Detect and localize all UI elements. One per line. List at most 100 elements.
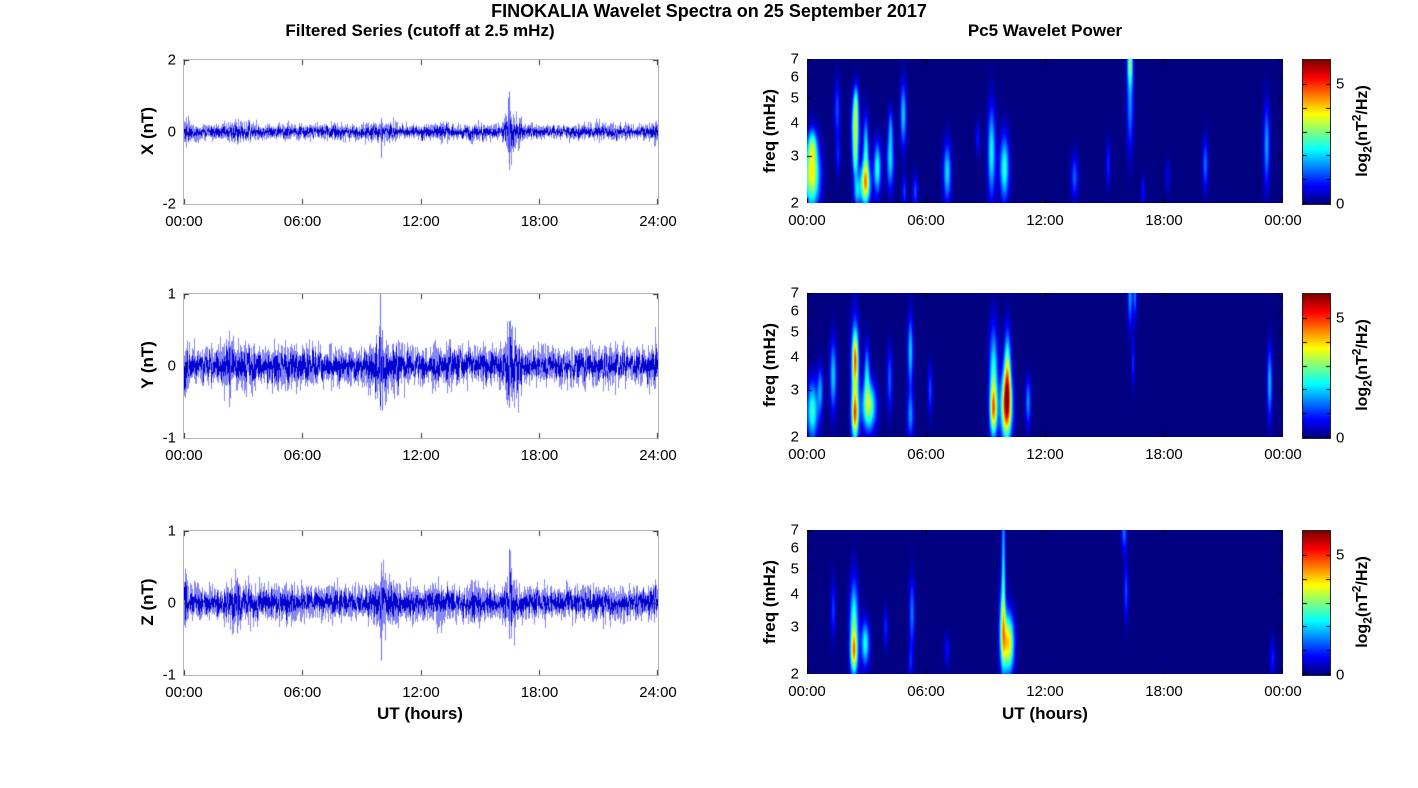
colorbar-label-hz: /Hz)	[1354, 556, 1372, 586]
x-tick-label: 18:00	[520, 447, 559, 464]
y-tick-label: -1	[162, 666, 176, 684]
y-tick-label: 3	[790, 618, 799, 636]
x-tick-label: 12:00	[402, 213, 440, 230]
x-tick-label: 00:00	[1264, 212, 1302, 229]
x-wavelet-power-panel: 00:00 06:00 12:00 18:00 00:00 2 3 4 5 6 7	[788, 51, 1302, 230]
y-tick-label: 3	[790, 381, 799, 399]
z-filtered-series-panel: 00:00 06:00 12:00 18:00 24:00 -1 0 1	[163, 523, 677, 702]
x-tick-label: 06:00	[283, 684, 322, 701]
x-tick-label: 12:00	[402, 447, 440, 464]
y-series-ylabel: Y (nT)	[138, 341, 157, 389]
colorbar-tick-label: 5	[1336, 546, 1345, 564]
colorbar-label-log: log	[1354, 623, 1372, 648]
x-tick-label: 00:00	[788, 212, 826, 229]
x-filtered-series-canvas	[184, 60, 658, 204]
right-xaxis-label: UT (hours)	[1002, 704, 1088, 723]
left-column-title: Filtered Series (cutoff at 2.5 mHz)	[285, 21, 555, 40]
y-wavelet-power-panel: 00:00 06:00 12:00 18:00 00:00 2 3 4 5 6 7	[788, 285, 1302, 464]
y-tick-label: 7	[790, 50, 799, 68]
y-tick-label: 7	[790, 521, 799, 539]
colorbar-label-nt: (nT	[1354, 121, 1372, 147]
y-tick-label: 5	[790, 560, 799, 578]
colorbar-label-sub: 2	[1360, 146, 1375, 153]
colorbar-label-nt: (nT	[1354, 355, 1372, 381]
colorbar-label-hz: /Hz)	[1354, 85, 1372, 115]
x-tick-label: 00:00	[165, 447, 203, 464]
y-tick-label: 6	[790, 302, 799, 320]
x-wavelet-colorbar-canvas	[1303, 60, 1330, 204]
y-tick-label: -1	[162, 429, 176, 447]
z-wavelet-freq-label: freq (mHz)	[760, 559, 779, 645]
y-tick-label: -2	[162, 195, 176, 213]
y-tick-label: 2	[167, 51, 176, 69]
y-wavelet-freq-label: freq (mHz)	[760, 322, 779, 408]
y-tick-label: 0	[167, 123, 176, 141]
left-xaxis-label: UT (hours)	[377, 704, 463, 723]
z-wavelet-power-canvas	[807, 530, 1283, 674]
colorbar-tick-label: 5	[1336, 75, 1345, 93]
x-tick-label: 06:00	[907, 683, 945, 700]
x-tick-label: 00:00	[1264, 683, 1302, 700]
colorbar-label-hz: /Hz)	[1354, 319, 1372, 349]
colorbar-label-sup: 2	[1349, 585, 1364, 593]
x-tick-label: 24:00	[639, 213, 677, 230]
y-tick-label: 7	[790, 284, 799, 302]
x-colorbar-label: log2(nT2/Hz)	[1350, 85, 1375, 177]
x-tick-label: 18:00	[1145, 212, 1183, 229]
x-tick-label: 00:00	[788, 446, 826, 463]
z-wavelet-colorbar-canvas	[1303, 531, 1330, 675]
y-filtered-series-panel: 00:00 06:00 12:00 18:00 24:00 -1 0 1	[163, 286, 677, 465]
x-tick-label: 00:00	[1264, 446, 1302, 463]
x-tick-label: 18:00	[520, 684, 559, 701]
figure-title: FINOKALIA Wavelet Spectra on 25 Septembe…	[491, 1, 927, 21]
x-series-ylabel: X (nT)	[138, 106, 157, 156]
x-tick-label: 12:00	[1026, 212, 1064, 229]
y-tick-label: 5	[790, 89, 799, 107]
z-wavelet-power-panel: 00:00 06:00 12:00 18:00 00:00 2 3 4 5 6 7	[788, 522, 1302, 701]
z-colorbar-label: log2(nT2/Hz)	[1350, 556, 1375, 648]
x-tick-label: 12:00	[1026, 446, 1064, 463]
y-tick-label: 0	[167, 594, 176, 612]
y-tick-label: 6	[790, 68, 799, 86]
x-tick-label: 06:00	[283, 447, 322, 464]
y-tick-label: 5	[790, 323, 799, 341]
colorbar-label-log: log	[1354, 152, 1372, 177]
x-tick-label: 12:00	[402, 684, 440, 701]
y-wavelet-colorbar-canvas	[1303, 294, 1330, 438]
colorbar-label-sub: 2	[1360, 617, 1375, 624]
x-tick-label: 00:00	[165, 684, 203, 701]
y-wavelet-power-canvas	[807, 293, 1283, 437]
x-tick-label: 12:00	[1026, 683, 1064, 700]
y-tick-label: 6	[790, 539, 799, 557]
x-tick-label: 18:00	[1145, 683, 1183, 700]
y-tick-label: 1	[167, 522, 176, 540]
colorbar-label-sup: 2	[1349, 114, 1364, 122]
right-column-title: Pc5 Wavelet Power	[967, 21, 1123, 40]
colorbar-tick-label: 0	[1336, 429, 1345, 447]
x-tick-label: 06:00	[907, 446, 945, 463]
y-tick-label: 1	[167, 285, 176, 303]
y-tick-label: 3	[790, 147, 799, 165]
x-filtered-series-panel: 00:00 06:00 12:00 18:00 24:00 -2 0 2	[163, 52, 677, 231]
colorbar-label-log: log	[1354, 386, 1372, 411]
colorbar-label-sup: 2	[1349, 348, 1364, 356]
x-wavelet-freq-label: freq (mHz)	[760, 88, 779, 174]
colorbar-tick-label: 5	[1336, 309, 1345, 327]
y-tick-label: 4	[790, 114, 799, 132]
y-tick-label: 4	[790, 348, 799, 366]
colorbar-tick-label: 0	[1336, 666, 1345, 684]
y-tick-label: 4	[790, 585, 799, 603]
x-tick-label: 18:00	[1145, 446, 1183, 463]
x-tick-label: 18:00	[520, 213, 559, 230]
x-tick-label: 06:00	[907, 212, 945, 229]
x-tick-label: 24:00	[639, 684, 677, 701]
z-series-ylabel: Z (nT)	[138, 578, 157, 626]
colorbar-label-nt: (nT	[1354, 592, 1372, 618]
colorbar-label-sub: 2	[1360, 380, 1375, 387]
x-tick-label: 00:00	[788, 683, 826, 700]
y-filtered-series-canvas	[184, 294, 658, 438]
